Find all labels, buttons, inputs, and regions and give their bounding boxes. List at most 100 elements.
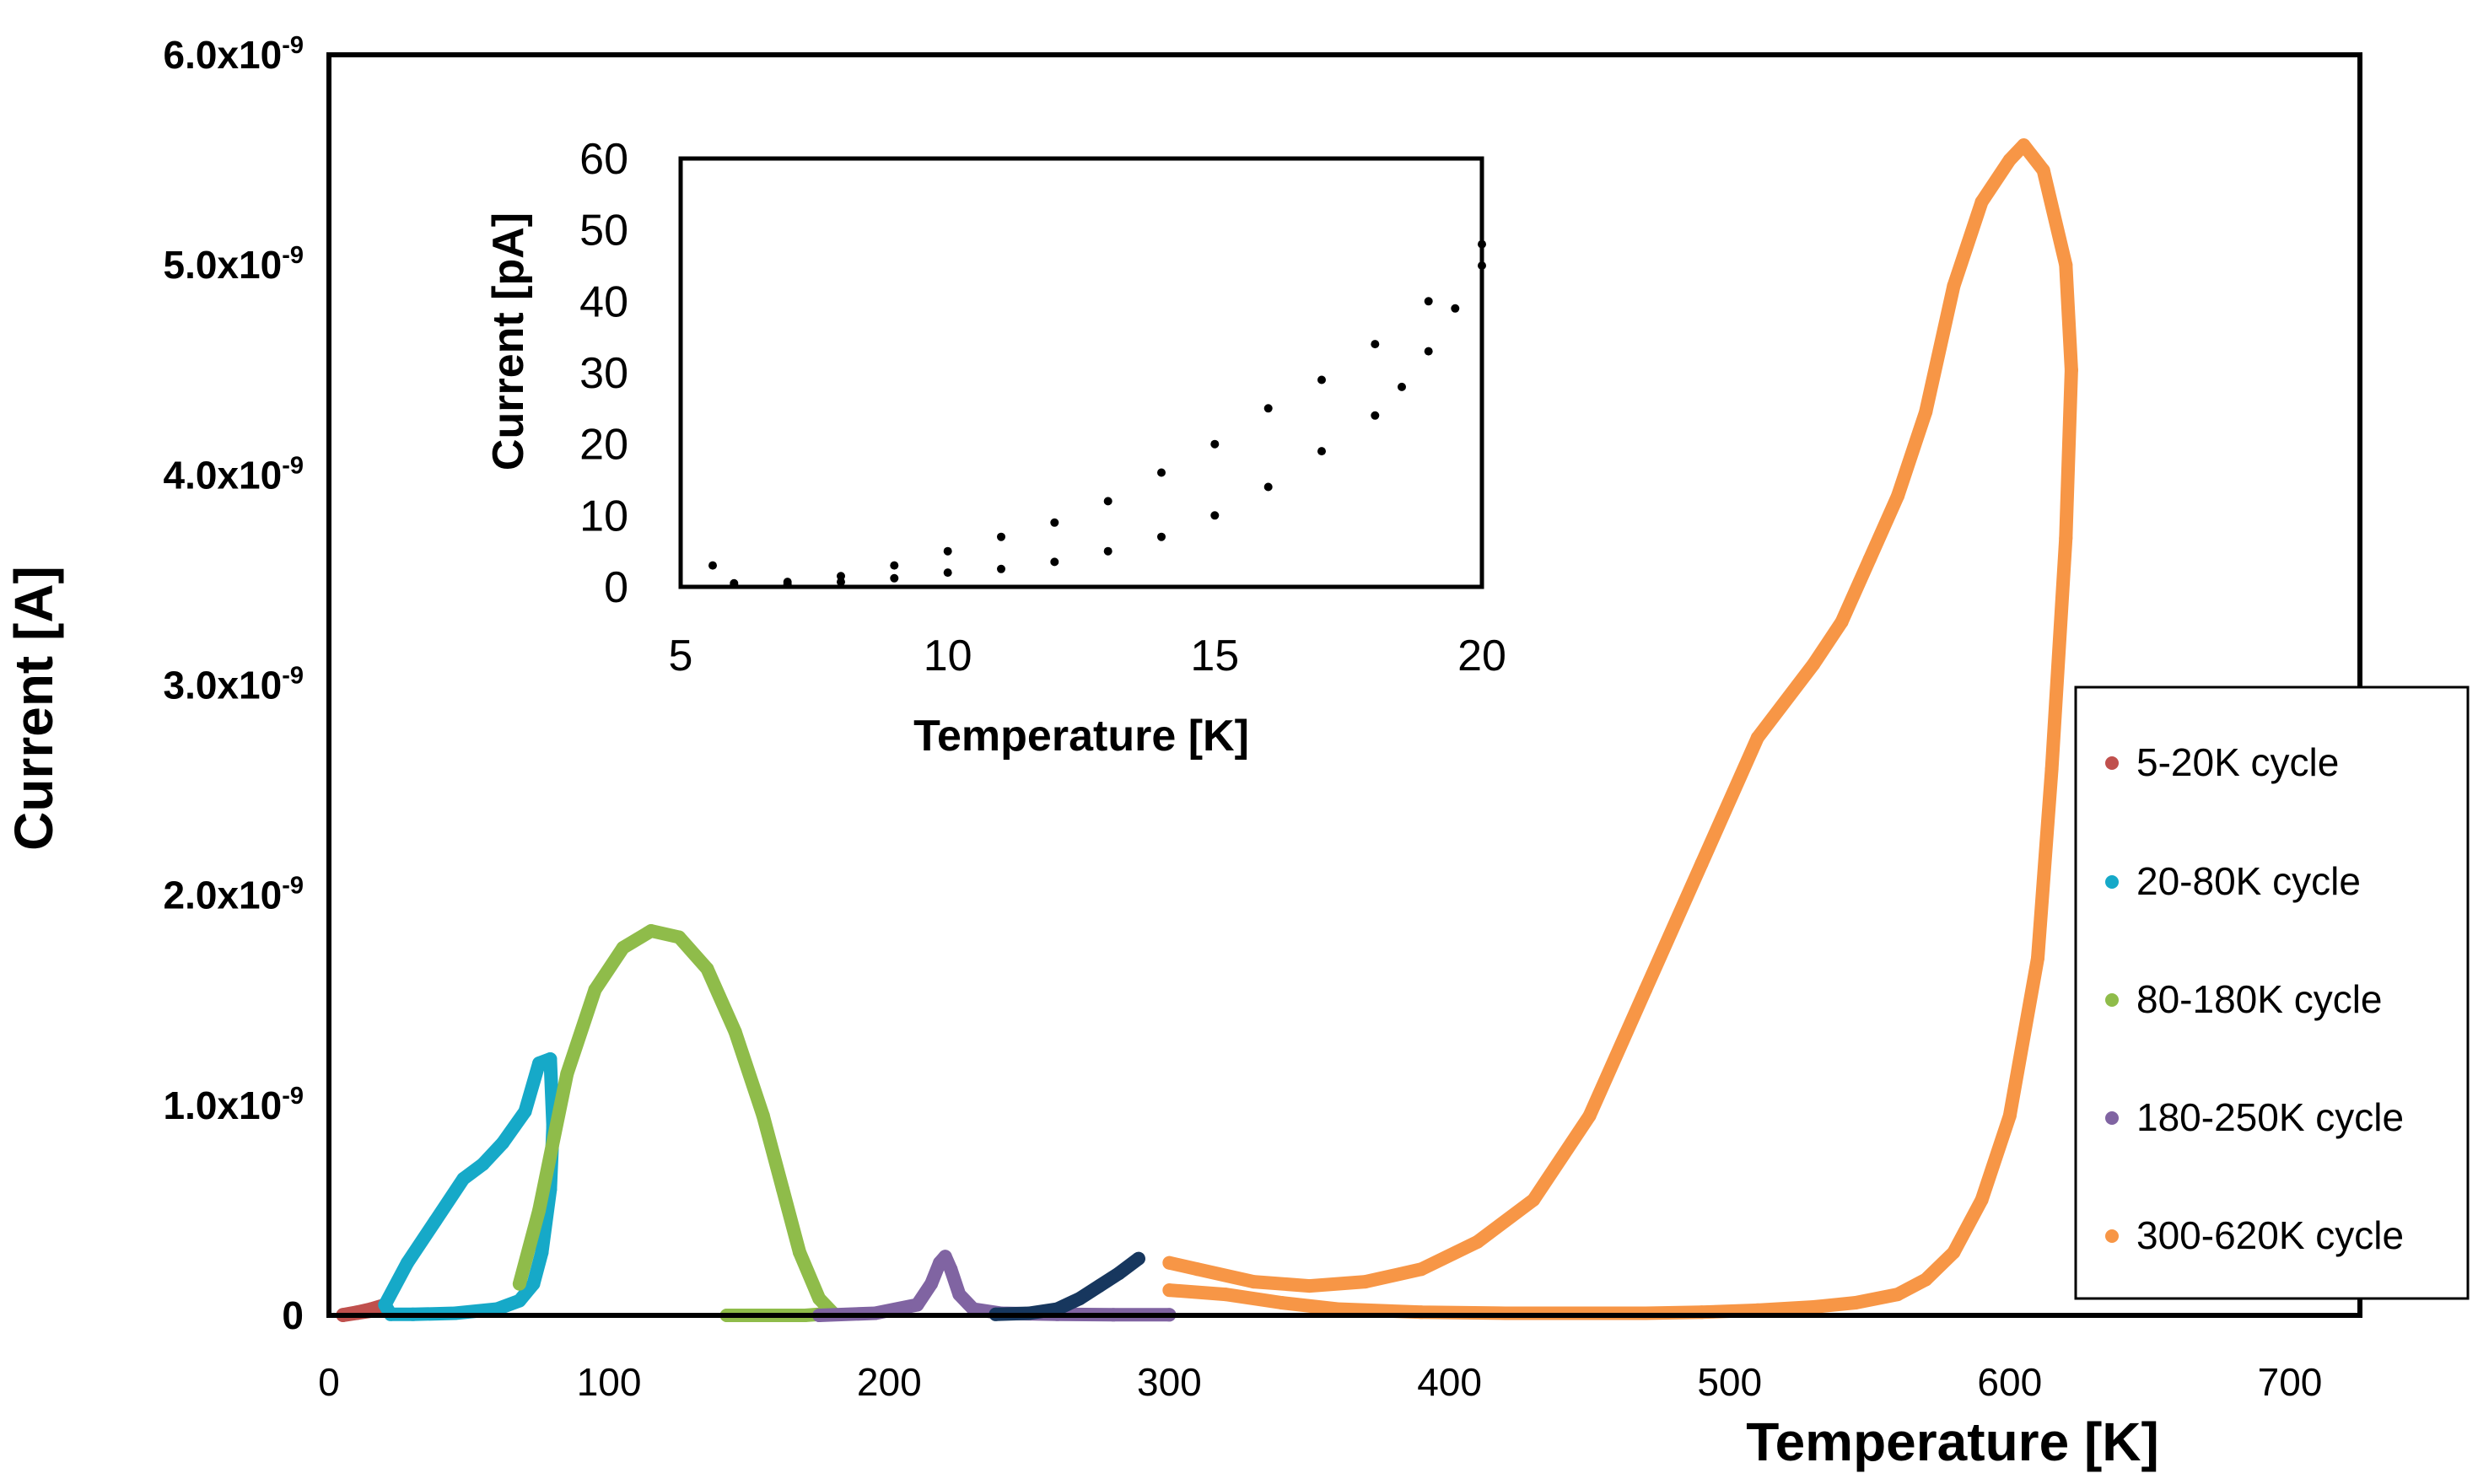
legend-label-5-20k: 5-20K cycle: [2136, 740, 2339, 784]
legend: 5-20K cycle 20-80K cycle 80-180K cycle 1…: [2074, 686, 2470, 1300]
y-tick-label: 6.0x10-9: [164, 32, 304, 77]
inset-x-tick-label: 5: [669, 632, 693, 680]
data-point-300-620k-cycle: [1834, 615, 1849, 629]
data-point-300-620k-cycle: [1247, 1275, 1261, 1289]
data-point-20-80k-cycle: [490, 1302, 504, 1316]
data-point-180-250k-cycle: [952, 1288, 967, 1302]
data-point-80-180k-cycle: [700, 961, 714, 976]
inset-data-point: [1451, 304, 1460, 313]
data-point-20-80k-cycle: [532, 1057, 547, 1070]
data-point-series-4: [1050, 1302, 1064, 1316]
legend-label-300-620k: 300-620K cycle: [2136, 1213, 2404, 1257]
data-point-300-620k-cycle: [1470, 1234, 1484, 1249]
x-tick-label: 0: [318, 1360, 340, 1404]
inset-data-point: [1424, 347, 1433, 356]
main-x-ticks: 0 100 200 300 400 500 600 700: [318, 1360, 2322, 1404]
main-x-axis-title: Temperature [K]: [1746, 1411, 2159, 1472]
inset-data-point: [708, 561, 717, 570]
legend-box: [2074, 686, 2470, 1300]
data-point-300-620k-cycle: [1919, 405, 1933, 419]
data-point-80-180k-cycle: [728, 1024, 742, 1039]
x-tick-label: 200: [857, 1360, 922, 1404]
data-point-20-80k-cycle: [401, 1255, 414, 1270]
data-point-5-20k-cycle: [364, 1302, 378, 1316]
x-tick-label: 100: [577, 1360, 642, 1404]
legend-label-180-250k: 180-250K cycle: [2136, 1095, 2404, 1139]
data-point-300-620k-cycle: [1414, 1262, 1429, 1277]
inset-data-point: [1103, 546, 1112, 556]
inset-data-point: [1263, 404, 1273, 413]
inset-data-point: [890, 561, 899, 570]
inset-y-tick-label: 50: [579, 207, 628, 255]
data-point-80-180k-cycle: [776, 1182, 790, 1196]
data-point-80-180k-cycle: [644, 924, 658, 938]
data-point-80-180k-cycle: [532, 1203, 547, 1218]
legend-label-20-80k: 20-80K cycle: [2136, 859, 2361, 903]
data-point-20-80k-cycle: [535, 1245, 549, 1260]
data-point-80-180k-cycle: [616, 941, 630, 954]
data-point-300-620k-cycle: [1919, 1272, 1933, 1287]
inset-data-point: [1210, 511, 1220, 520]
data-point-20-80k-cycle: [378, 1298, 392, 1312]
data-point-series-4: [1112, 1266, 1126, 1281]
data-point-300-620k-cycle: [2002, 1109, 2017, 1123]
inset-data-point: [1050, 557, 1059, 567]
legend-marker-20-80k: [2105, 875, 2119, 889]
data-point-20-80k-cycle: [456, 1172, 471, 1186]
inset-data-point: [997, 532, 1005, 541]
y-tick-label: 1.0x10-9: [164, 1083, 304, 1127]
inset-y-axis-title: Current [pA]: [484, 212, 533, 470]
data-point-series-4: [1092, 1279, 1107, 1293]
y-tick-label: 4.0x10-9: [164, 452, 304, 497]
data-point-300-620k-cycle: [1358, 1275, 1372, 1289]
inset-data-point: [1210, 439, 1220, 449]
data-point-20-80k-cycle: [518, 1105, 532, 1119]
data-point-300-620k-cycle: [2017, 138, 2031, 153]
x-tick-label: 500: [1697, 1360, 1762, 1404]
x-tick-label: 700: [2258, 1360, 2323, 1404]
inset-data-point: [1317, 447, 1326, 456]
inset-data-point: [997, 564, 1005, 573]
data-point-300-620k-cycle: [1639, 982, 1652, 997]
inset-data-point: [1050, 518, 1059, 527]
inset-data-point: [943, 546, 952, 556]
data-point-180-250k-cycle: [966, 1302, 980, 1316]
legend-label-80-180k: 80-180K cycle: [2136, 977, 2383, 1021]
inset-y-tick-label: 0: [604, 563, 628, 612]
data-point-300-620k-cycle: [2044, 762, 2059, 777]
data-point-series-4: [1073, 1292, 1087, 1306]
data-point-80-180k-cycle: [512, 1277, 526, 1291]
data-point-80-180k-cycle: [672, 930, 687, 944]
main-plot-frame: [326, 52, 2362, 1318]
data-point-300-620k-cycle: [1582, 1109, 1597, 1123]
x-tick-label: 300: [1137, 1360, 1202, 1404]
data-point-300-620k-cycle: [2031, 951, 2044, 965]
data-point-180-250k-cycle: [924, 1277, 939, 1291]
data-point-300-620k-cycle: [1947, 279, 1961, 293]
main-chart: 0 100 200 300 400 500 600 700 0 1.0x10-9 2.0x10-9…: [3, 32, 2362, 1472]
data-point-300-620k-cycle: [1862, 552, 1877, 566]
legend-marker-180-250k: [2105, 1111, 2119, 1125]
data-point-300-620k-cycle: [1330, 1302, 1344, 1316]
data-point-180-250k-cycle: [944, 1262, 958, 1277]
main-y-ticks: 0 1.0x10-9 2.0x10-9 3.0x10-9 4.0x10-9 5.0x10-…: [164, 32, 304, 1337]
data-point-300-620k-cycle: [2036, 164, 2050, 177]
data-point-80-180k-cycle: [812, 1292, 827, 1306]
inset-x-axis-title: Temperature [K]: [913, 712, 1249, 761]
x-tick-label: 600: [1977, 1360, 2042, 1404]
inset-y-tick-label: 60: [579, 135, 628, 184]
inset-data-point: [1424, 297, 1433, 306]
data-point-80-180k-cycle: [588, 982, 602, 997]
y-tick-label: 2.0x10-9: [164, 873, 304, 917]
inset-data-point: [1398, 382, 1406, 391]
inset-data-point: [943, 568, 952, 578]
inset-data-point: [1317, 375, 1326, 384]
main-y-axis-title: Current [A]: [3, 566, 64, 851]
data-point-300-620k-cycle: [2002, 153, 2017, 167]
x-tick-label: 400: [1417, 1360, 1482, 1404]
data-point-300-620k-cycle: [1849, 1296, 1863, 1309]
inset-data-point: [1263, 482, 1273, 492]
inset-data-point: [1157, 468, 1166, 477]
data-point-300-620k-cycle: [1162, 1283, 1177, 1298]
